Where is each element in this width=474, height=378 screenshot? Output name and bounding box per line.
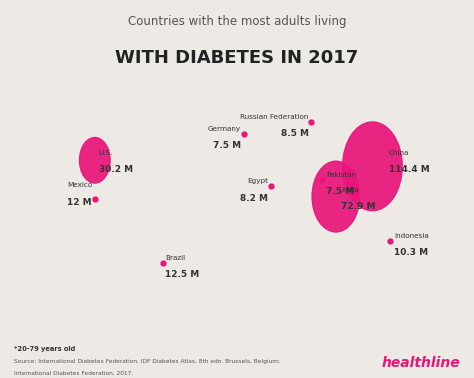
Text: 30.2 M: 30.2 M (99, 165, 133, 174)
Text: Brazil: Brazil (165, 255, 185, 261)
Text: 12 M: 12 M (67, 198, 92, 206)
Text: *20-79 years old: *20-79 years old (14, 346, 75, 352)
Circle shape (343, 122, 402, 211)
Text: 10.3 M: 10.3 M (394, 248, 428, 257)
Circle shape (80, 138, 110, 183)
Text: India: India (341, 186, 359, 192)
Text: International Diabetes Federation, 2017.: International Diabetes Federation, 2017. (14, 371, 134, 376)
Text: China: China (389, 150, 409, 156)
Text: 8.2 M: 8.2 M (240, 194, 268, 203)
Text: Countries with the most adults living: Countries with the most adults living (128, 15, 346, 28)
Text: Indonesia: Indonesia (394, 233, 429, 239)
Text: WITH DIABETES IN 2017: WITH DIABETES IN 2017 (115, 49, 359, 67)
Text: healthline: healthline (381, 356, 460, 370)
Text: 7.5 M: 7.5 M (327, 187, 355, 197)
Text: Germany: Germany (208, 126, 241, 132)
Text: Egypt: Egypt (247, 178, 268, 184)
Text: Source: International Diabetes Federation. IDF Diabetes Atlas, 8th edn. Brussels: Source: International Diabetes Federatio… (14, 359, 280, 364)
Text: Pakistan: Pakistan (327, 172, 356, 178)
Text: 8.5 M: 8.5 M (281, 129, 309, 138)
Text: 114.4 M: 114.4 M (389, 165, 429, 174)
Circle shape (312, 161, 360, 232)
Text: 12.5 M: 12.5 M (165, 270, 200, 279)
Text: Mexico: Mexico (67, 183, 92, 189)
Text: 7.5 M: 7.5 M (213, 141, 241, 150)
Text: Russian Federation: Russian Federation (240, 114, 309, 120)
Text: 72.9 M: 72.9 M (341, 201, 376, 211)
Text: U.S.: U.S. (99, 150, 113, 156)
